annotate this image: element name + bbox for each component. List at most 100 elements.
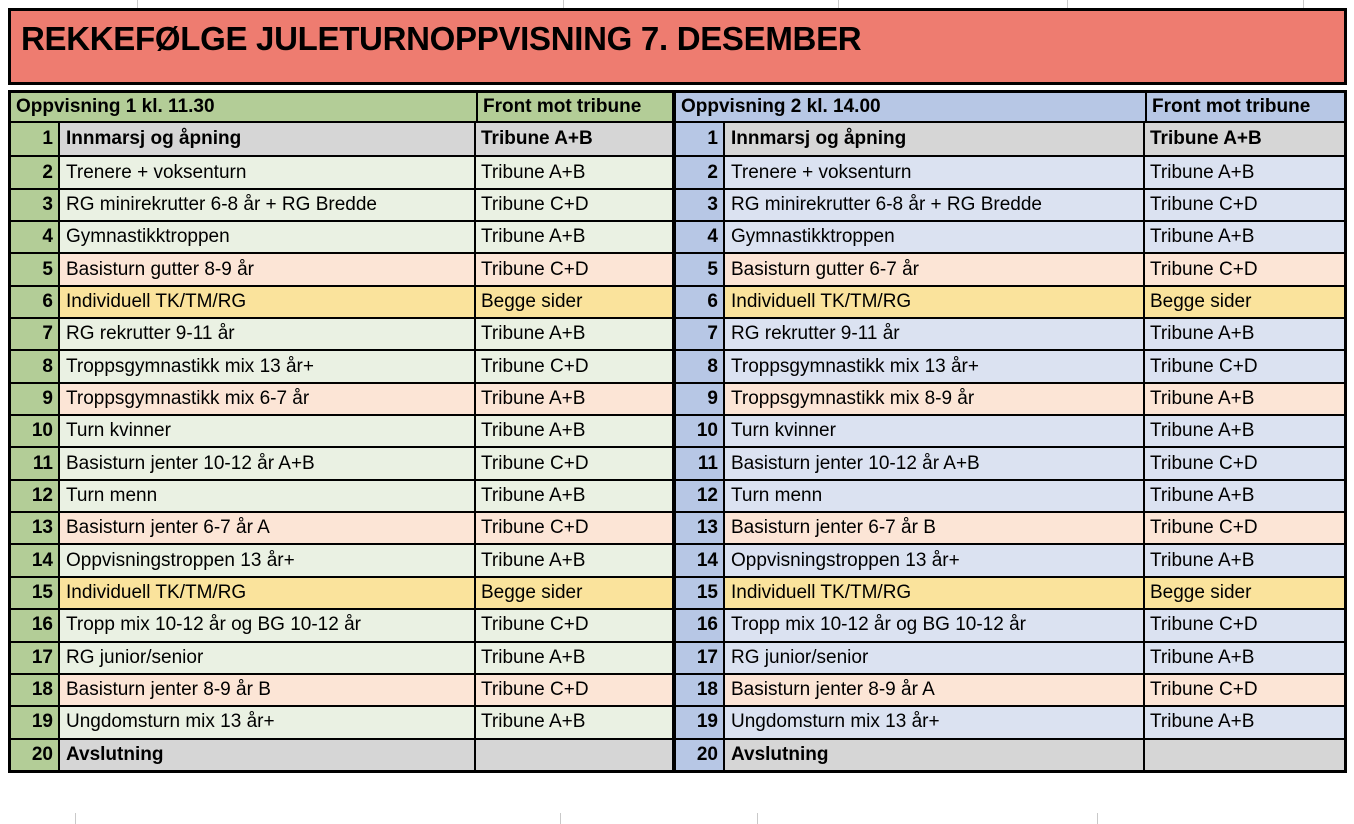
row-number-cell[interactable]: 6 bbox=[11, 286, 60, 318]
row-name-cell[interactable]: Innmarsj og åpning bbox=[725, 123, 1145, 156]
row-front-cell[interactable]: Tribune C+D bbox=[1145, 351, 1344, 382]
row-number-cell[interactable]: 15 bbox=[11, 577, 60, 609]
row-front-cell[interactable] bbox=[476, 739, 672, 770]
row-name-cell[interactable]: Troppsgymnastikk mix 13 år+ bbox=[60, 351, 476, 382]
row-front-cell[interactable]: Tribune A+B bbox=[1145, 222, 1344, 253]
row-number-cell[interactable]: 5 bbox=[676, 254, 725, 285]
row-name-cell[interactable]: Innmarsj og åpning bbox=[60, 123, 476, 156]
row-front-cell[interactable]: Tribune A+B bbox=[476, 642, 672, 673]
row-name-cell[interactable]: Basisturn gutter 8-9 år bbox=[60, 254, 476, 285]
row-front-cell[interactable]: Tribune A+B bbox=[476, 416, 672, 447]
row-front-cell[interactable]: Tribune A+B bbox=[476, 545, 672, 576]
row-front-cell[interactable]: Tribune C+D bbox=[1145, 448, 1344, 479]
row-name-cell[interactable]: RG minirekrutter 6-8 år + RG Bredde bbox=[725, 189, 1145, 221]
row-name-cell[interactable]: Basisturn gutter 6-7 år bbox=[725, 254, 1145, 285]
row-front-cell[interactable]: Tribune A+B bbox=[476, 319, 672, 350]
row-number-cell[interactable]: 11 bbox=[11, 448, 60, 479]
row-number-cell[interactable]: 4 bbox=[676, 222, 725, 253]
table-header-label[interactable]: Oppvisning 2 kl. 14.00 bbox=[681, 96, 881, 117]
row-number-cell[interactable]: 12 bbox=[676, 480, 725, 512]
row-number-cell[interactable]: 5 bbox=[11, 254, 60, 285]
row-name-cell[interactable]: Trenere + voksenturn bbox=[725, 157, 1145, 188]
row-number-cell[interactable]: 13 bbox=[676, 513, 725, 544]
row-number-cell[interactable]: 6 bbox=[676, 286, 725, 318]
row-number-cell[interactable]: 1 bbox=[11, 123, 60, 156]
row-number-cell[interactable]: 7 bbox=[676, 319, 725, 350]
row-name-cell[interactable]: Turn kvinner bbox=[725, 416, 1145, 447]
row-front-cell[interactable]: Tribune A+B bbox=[1145, 480, 1344, 512]
row-name-cell[interactable]: RG minirekrutter 6-8 år + RG Bredde bbox=[60, 189, 476, 221]
row-name-cell[interactable]: Tropp mix 10-12 år og BG 10-12 år bbox=[60, 610, 476, 641]
row-name-cell[interactable]: Individuell TK/TM/RG bbox=[60, 286, 476, 318]
row-name-cell[interactable]: Troppsgymnastikk mix 8-9 år bbox=[725, 383, 1145, 415]
row-front-cell[interactable]: Tribune A+B bbox=[1145, 383, 1344, 415]
row-front-cell[interactable]: Tribune A+B bbox=[476, 123, 672, 156]
row-front-cell[interactable]: Tribune C+D bbox=[476, 610, 672, 641]
row-name-cell[interactable]: Turn menn bbox=[60, 480, 476, 512]
row-name-cell[interactable]: Troppsgymnastikk mix 13 år+ bbox=[725, 351, 1145, 382]
row-name-cell[interactable]: Oppvisningstroppen 13 år+ bbox=[60, 545, 476, 576]
row-number-cell[interactable]: 16 bbox=[11, 610, 60, 641]
row-number-cell[interactable]: 9 bbox=[676, 383, 725, 415]
row-front-cell[interactable]: Tribune A+B bbox=[1145, 545, 1344, 576]
row-name-cell[interactable]: Turn kvinner bbox=[60, 416, 476, 447]
row-front-cell[interactable]: Tribune C+D bbox=[1145, 610, 1344, 641]
row-front-cell[interactable]: Begge sider bbox=[476, 286, 672, 318]
row-number-cell[interactable]: 2 bbox=[676, 157, 725, 188]
row-number-cell[interactable]: 9 bbox=[11, 383, 60, 415]
row-name-cell[interactable]: Avslutning bbox=[725, 739, 1145, 770]
row-front-cell[interactable]: Begge sider bbox=[476, 577, 672, 609]
row-name-cell[interactable]: Basisturn jenter 6-7 år B bbox=[725, 513, 1145, 544]
row-number-cell[interactable]: 14 bbox=[676, 545, 725, 576]
row-number-cell[interactable]: 4 bbox=[11, 222, 60, 253]
row-front-cell[interactable]: Tribune C+D bbox=[476, 448, 672, 479]
row-number-cell[interactable]: 8 bbox=[11, 351, 60, 382]
row-number-cell[interactable]: 19 bbox=[676, 707, 725, 738]
row-name-cell[interactable]: Basisturn jenter 8-9 år B bbox=[60, 674, 476, 706]
row-number-cell[interactable]: 13 bbox=[11, 513, 60, 544]
row-front-cell[interactable]: Tribune A+B bbox=[1145, 319, 1344, 350]
row-name-cell[interactable]: RG rekrutter 9-11 år bbox=[725, 319, 1145, 350]
row-number-cell[interactable]: 10 bbox=[676, 416, 725, 447]
row-number-cell[interactable]: 17 bbox=[11, 642, 60, 673]
row-front-cell[interactable]: Tribune A+B bbox=[476, 222, 672, 253]
row-number-cell[interactable]: 18 bbox=[11, 674, 60, 706]
row-name-cell[interactable]: Trenere + voksenturn bbox=[60, 157, 476, 188]
page-title-banner[interactable]: REKKEFØLGE JULETURNOPPVISNING 7. DESEMBE… bbox=[8, 8, 1347, 85]
row-name-cell[interactable]: Basisturn jenter 6-7 år A bbox=[60, 513, 476, 544]
row-front-cell[interactable]: Tribune A+B bbox=[476, 157, 672, 188]
row-name-cell[interactable]: RG junior/senior bbox=[725, 642, 1145, 673]
row-name-cell[interactable]: RG rekrutter 9-11 år bbox=[60, 319, 476, 350]
row-number-cell[interactable]: 8 bbox=[676, 351, 725, 382]
row-name-cell[interactable]: Tropp mix 10-12 år og BG 10-12 år bbox=[725, 610, 1145, 641]
row-number-cell[interactable]: 1 bbox=[676, 123, 725, 156]
row-name-cell[interactable]: Ungdomsturn mix 13 år+ bbox=[725, 707, 1145, 738]
row-name-cell[interactable]: Gymnastikktroppen bbox=[725, 222, 1145, 253]
row-name-cell[interactable]: Ungdomsturn mix 13 år+ bbox=[60, 707, 476, 738]
row-front-cell[interactable]: Tribune A+B bbox=[1145, 642, 1344, 673]
row-number-cell[interactable]: 12 bbox=[11, 480, 60, 512]
row-number-cell[interactable]: 11 bbox=[676, 448, 725, 479]
row-name-cell[interactable]: RG junior/senior bbox=[60, 642, 476, 673]
row-front-cell[interactable]: Tribune C+D bbox=[476, 189, 672, 221]
row-front-cell[interactable]: Tribune A+B bbox=[476, 707, 672, 738]
table-header-front[interactable]: Front mot tribune bbox=[1145, 93, 1344, 121]
row-front-cell[interactable]: Tribune C+D bbox=[476, 674, 672, 706]
row-number-cell[interactable]: 18 bbox=[676, 674, 725, 706]
row-number-cell[interactable]: 3 bbox=[11, 189, 60, 221]
row-name-cell[interactable]: Basisturn jenter 10-12 år A+B bbox=[60, 448, 476, 479]
row-number-cell[interactable]: 14 bbox=[11, 545, 60, 576]
row-front-cell[interactable]: Begge sider bbox=[1145, 577, 1344, 609]
row-front-cell[interactable]: Tribune A+B bbox=[1145, 416, 1344, 447]
row-front-cell[interactable] bbox=[1145, 739, 1344, 770]
row-name-cell[interactable]: Basisturn jenter 8-9 år A bbox=[725, 674, 1145, 706]
row-number-cell[interactable]: 10 bbox=[11, 416, 60, 447]
row-front-cell[interactable]: Tribune A+B bbox=[476, 383, 672, 415]
row-name-cell[interactable]: Gymnastikktroppen bbox=[60, 222, 476, 253]
row-front-cell[interactable]: Tribune A+B bbox=[1145, 157, 1344, 188]
row-front-cell[interactable]: Tribune A+B bbox=[1145, 707, 1344, 738]
row-front-cell[interactable]: Tribune C+D bbox=[476, 254, 672, 285]
row-name-cell[interactable]: Individuell TK/TM/RG bbox=[725, 286, 1145, 318]
table-header-label[interactable]: Oppvisning 1 kl. 11.30 bbox=[16, 96, 215, 117]
row-name-cell[interactable]: Turn menn bbox=[725, 480, 1145, 512]
